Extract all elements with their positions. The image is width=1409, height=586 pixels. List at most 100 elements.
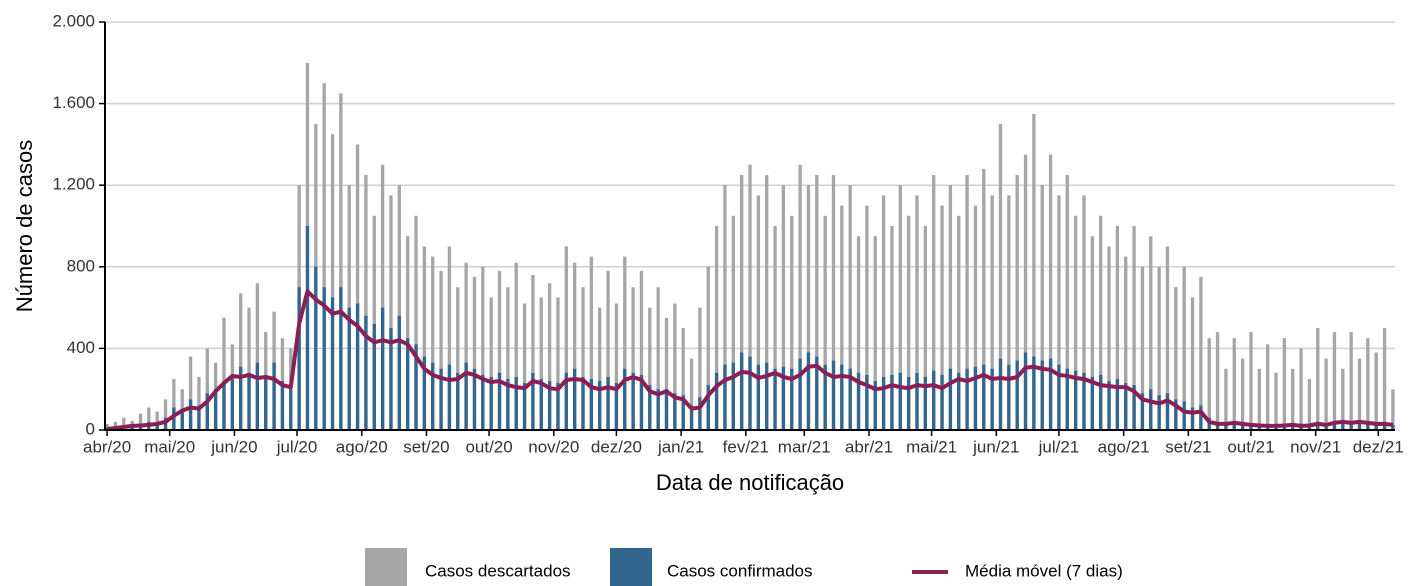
bar bbox=[681, 395, 685, 430]
bar bbox=[1007, 195, 1011, 430]
bar bbox=[1023, 154, 1028, 430]
bar bbox=[1249, 423, 1253, 430]
bar bbox=[1149, 236, 1153, 430]
bar bbox=[973, 366, 978, 430]
bar bbox=[773, 226, 777, 430]
x-tick-label: dez/21 bbox=[1353, 437, 1404, 456]
bar bbox=[1366, 338, 1370, 430]
bar bbox=[1382, 328, 1387, 430]
bar bbox=[1124, 256, 1128, 430]
bar bbox=[1240, 422, 1245, 430]
legend-label: Casos descartados bbox=[425, 561, 571, 580]
bar bbox=[464, 262, 468, 430]
bar bbox=[932, 175, 936, 430]
bar bbox=[1324, 358, 1328, 430]
bar bbox=[456, 287, 460, 430]
legend-label: Casos confirmados bbox=[667, 561, 813, 580]
bar bbox=[940, 205, 944, 430]
bar bbox=[831, 360, 836, 430]
bar bbox=[1165, 393, 1170, 430]
bar bbox=[481, 266, 485, 430]
bar bbox=[1190, 407, 1195, 430]
bar bbox=[823, 364, 827, 430]
bar bbox=[1266, 344, 1270, 430]
y-tick-label: 0 bbox=[86, 419, 95, 438]
bar bbox=[998, 358, 1003, 430]
x-tick-label: abr/21 bbox=[845, 437, 893, 456]
bar bbox=[1090, 376, 1094, 430]
bar bbox=[1048, 358, 1053, 430]
bar bbox=[314, 266, 318, 430]
bar bbox=[522, 303, 527, 430]
bar bbox=[623, 256, 627, 430]
bar bbox=[748, 356, 752, 430]
bar bbox=[514, 262, 518, 430]
bar bbox=[339, 287, 343, 430]
bar bbox=[1232, 421, 1236, 430]
x-tick-label: nov/20 bbox=[528, 437, 579, 456]
bar bbox=[130, 426, 134, 430]
bar bbox=[547, 283, 552, 430]
bar bbox=[389, 195, 393, 430]
bar bbox=[781, 185, 786, 430]
bar bbox=[906, 376, 911, 430]
bar bbox=[1291, 368, 1295, 430]
bar bbox=[1382, 421, 1387, 430]
bar bbox=[948, 185, 953, 430]
bar bbox=[188, 356, 193, 430]
bar bbox=[1115, 379, 1120, 430]
y-axis-title: Número de casos bbox=[12, 140, 37, 312]
x-tick-label: fev/21 bbox=[723, 437, 769, 456]
bar bbox=[372, 323, 376, 430]
bar bbox=[222, 317, 226, 430]
bar bbox=[739, 175, 744, 430]
bar bbox=[1174, 287, 1178, 430]
bar bbox=[1182, 266, 1186, 430]
bar bbox=[706, 266, 710, 430]
bar bbox=[581, 376, 585, 430]
bar bbox=[1157, 266, 1161, 430]
bar bbox=[239, 293, 243, 430]
bar bbox=[522, 383, 527, 430]
bar bbox=[556, 383, 560, 430]
bar bbox=[439, 368, 443, 430]
bar bbox=[1165, 246, 1170, 430]
bar bbox=[1332, 332, 1337, 430]
bar bbox=[848, 368, 852, 430]
bar bbox=[1007, 364, 1011, 430]
bar bbox=[723, 185, 727, 430]
bar bbox=[614, 303, 619, 430]
bar bbox=[639, 270, 644, 430]
x-tick-label: nov/21 bbox=[1290, 437, 1341, 456]
bar bbox=[1249, 332, 1253, 430]
bar bbox=[431, 362, 435, 430]
bar bbox=[664, 389, 669, 430]
bar bbox=[731, 215, 735, 430]
bar bbox=[155, 423, 159, 430]
y-tick-label: 2.000 bbox=[52, 11, 95, 30]
bar bbox=[1357, 422, 1362, 430]
bar bbox=[1391, 389, 1395, 430]
bar bbox=[848, 185, 852, 430]
bar bbox=[798, 164, 802, 431]
bar bbox=[1307, 379, 1312, 430]
x-tick-label: jan/21 bbox=[657, 437, 704, 456]
bar bbox=[113, 421, 118, 430]
bar bbox=[681, 328, 685, 430]
bar bbox=[1299, 348, 1303, 430]
bar bbox=[531, 274, 535, 430]
y-tick-label: 800 bbox=[67, 256, 95, 275]
bar bbox=[1224, 368, 1228, 430]
bar bbox=[1107, 246, 1111, 430]
bar bbox=[1040, 185, 1044, 430]
bar bbox=[1082, 372, 1086, 430]
bar bbox=[806, 185, 811, 430]
bar bbox=[1274, 372, 1278, 430]
bar bbox=[1224, 422, 1228, 430]
bar bbox=[1140, 393, 1145, 430]
bar bbox=[631, 287, 635, 430]
y-tick-label: 1.200 bbox=[52, 175, 95, 194]
bar bbox=[280, 381, 285, 430]
bar bbox=[147, 407, 151, 430]
bar bbox=[205, 348, 209, 430]
